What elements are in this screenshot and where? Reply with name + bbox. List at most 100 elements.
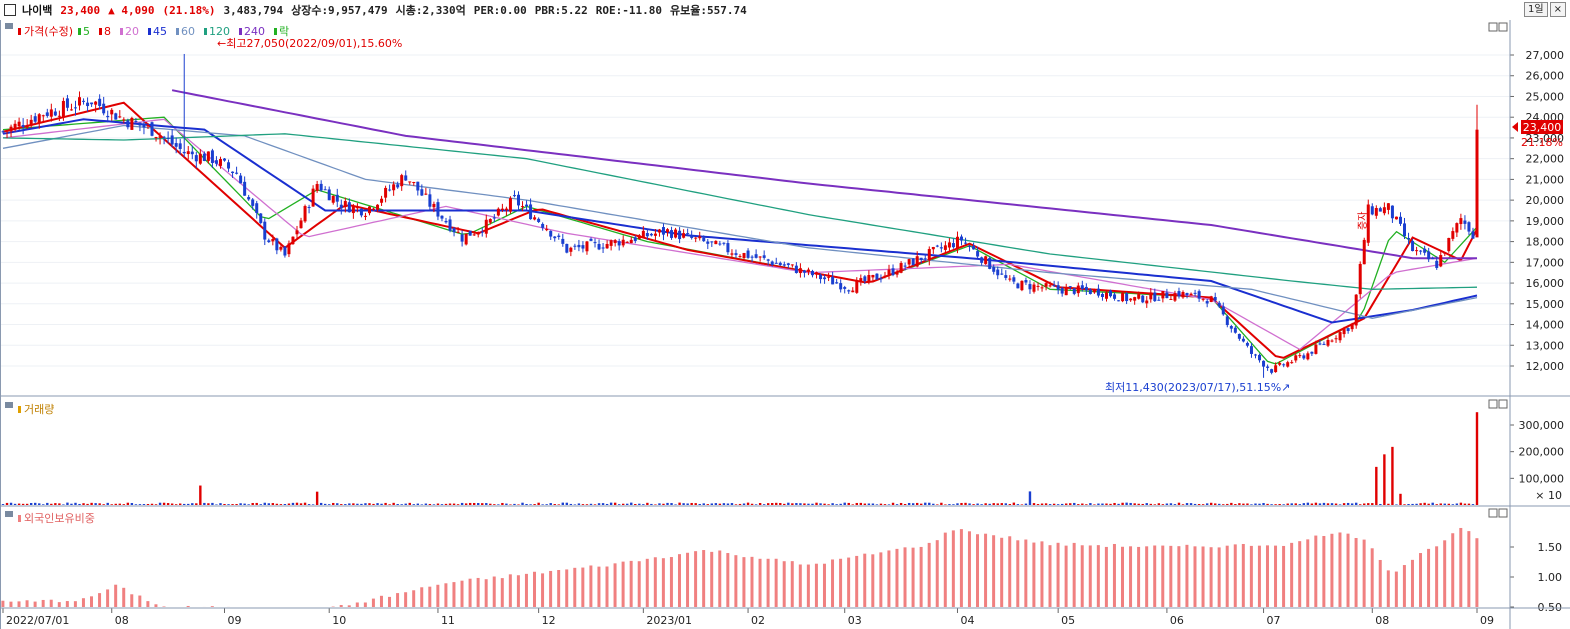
close-panel-icon[interactable]: [1498, 399, 1508, 409]
foreign-bar: [1322, 535, 1326, 607]
candle-body: [1169, 298, 1173, 300]
period-button[interactable]: 1일: [1524, 2, 1548, 17]
minimize-icon[interactable]: [1488, 22, 1498, 32]
candle-body: [984, 256, 988, 264]
volume-bar: [815, 502, 818, 505]
volume-bar: [1439, 503, 1442, 505]
select-checkbox[interactable]: [4, 4, 16, 16]
volume-bar: [762, 504, 766, 505]
candle-body: [400, 175, 404, 187]
price-tick-label: 16,000: [1526, 277, 1565, 290]
price-tick-label: 23,000: [1526, 132, 1565, 145]
minimize-icon[interactable]: [1488, 399, 1498, 409]
candle-body: [649, 233, 653, 236]
candle-body: [78, 97, 82, 106]
volume-bar: [811, 503, 814, 505]
volume-bar: [1250, 504, 1253, 505]
ma-8-line: [2, 101, 1478, 359]
volume-bar: [1306, 502, 1310, 505]
candle-body: [613, 240, 617, 244]
candle-body: [1258, 354, 1262, 361]
volume-bar: [924, 502, 927, 505]
foreign-bar: [1265, 545, 1269, 607]
candle-body: [227, 162, 231, 169]
candle-body: [158, 136, 162, 138]
candle-body: [271, 238, 275, 242]
foreign-bar: [371, 598, 375, 607]
candle-body: [1092, 289, 1096, 293]
volume-bar: [162, 502, 166, 505]
price-panel-controls[interactable]: [1488, 22, 1508, 32]
candle-body: [1213, 297, 1217, 301]
candle-body: [645, 233, 649, 237]
volume-bar: [372, 503, 375, 505]
volume-bar: [1371, 503, 1374, 505]
trade-volume: 3,483,794: [223, 3, 284, 17]
volume-bar: [428, 503, 432, 505]
foreign-bar: [976, 534, 980, 607]
volume-panel-controls[interactable]: [1488, 399, 1508, 409]
volume-bar: [1060, 503, 1064, 505]
foreign-bar: [959, 529, 963, 607]
candle-body: [1443, 252, 1447, 254]
volume-bar: [1, 504, 5, 505]
volume-bar: [150, 503, 154, 505]
volume-tick-label: 200,000: [1519, 446, 1565, 459]
candle-body: [1237, 333, 1241, 339]
volume-bar: [82, 503, 85, 505]
volume-bar: [928, 502, 931, 505]
volume-bar: [1145, 503, 1148, 505]
foreign-bar: [597, 566, 601, 607]
foreign-bar: [766, 558, 770, 607]
foreign-bar: [863, 553, 867, 607]
foreign-bar: [839, 558, 843, 607]
volume-bar: [686, 503, 689, 505]
candle-body: [855, 280, 859, 293]
volume-bar: [106, 502, 109, 505]
volume-bar: [497, 504, 500, 505]
volume-bar: [5, 502, 9, 505]
volume-bar: [323, 503, 327, 505]
legend-swatch-price: [18, 28, 21, 35]
x-tick-label: 2022/07/01: [6, 614, 69, 627]
candle-body: [17, 121, 21, 127]
volume-bar: [758, 503, 762, 505]
candle-body: [1076, 285, 1080, 294]
minimize-icon[interactable]: [1488, 508, 1498, 518]
volume-bar: [875, 504, 879, 505]
volume-bar: [299, 503, 303, 505]
volume-bar: [130, 503, 134, 505]
volume-bar: [851, 504, 854, 505]
candle-body: [996, 269, 1000, 276]
candle-body: [476, 232, 480, 235]
foreign-panel-controls[interactable]: [1488, 508, 1508, 518]
price-tick-label: 27,000: [1526, 49, 1565, 62]
foreign-bar: [533, 571, 537, 607]
volume-bar: [1077, 504, 1080, 505]
candle-body: [1253, 354, 1257, 356]
volume-bar: [1286, 503, 1289, 505]
volume-bar: [170, 503, 174, 505]
legend-ma-240: 240: [244, 25, 265, 38]
volume-bar: [1169, 503, 1173, 505]
close-button[interactable]: ×: [1549, 2, 1566, 17]
volume-bar: [529, 504, 532, 505]
foreign-bar: [1112, 543, 1116, 607]
candle-body: [831, 276, 835, 285]
candle-body: [577, 244, 581, 248]
price-legend: 가격(수정) 5 8 20 45 60 120 240 락: [5, 23, 289, 38]
candle-body: [794, 265, 798, 274]
volume-bar: [62, 504, 65, 505]
foreign-bar: [1161, 545, 1165, 607]
volume-bar: [303, 502, 307, 505]
foreign-bar: [750, 556, 754, 607]
foreign-bar: [1209, 547, 1213, 607]
volume-bar: [166, 503, 170, 505]
volume-bar: [549, 503, 552, 505]
legend-extra: 락: [279, 25, 289, 38]
stock-chart[interactable]: 27,00026,00025,00024,00023,00022,00021,0…: [0, 20, 1570, 629]
close-panel-icon[interactable]: [1498, 22, 1508, 32]
volume-bar: [1089, 503, 1092, 505]
volume-unit-label: × 10: [1535, 489, 1562, 502]
close-panel-icon[interactable]: [1498, 508, 1508, 518]
